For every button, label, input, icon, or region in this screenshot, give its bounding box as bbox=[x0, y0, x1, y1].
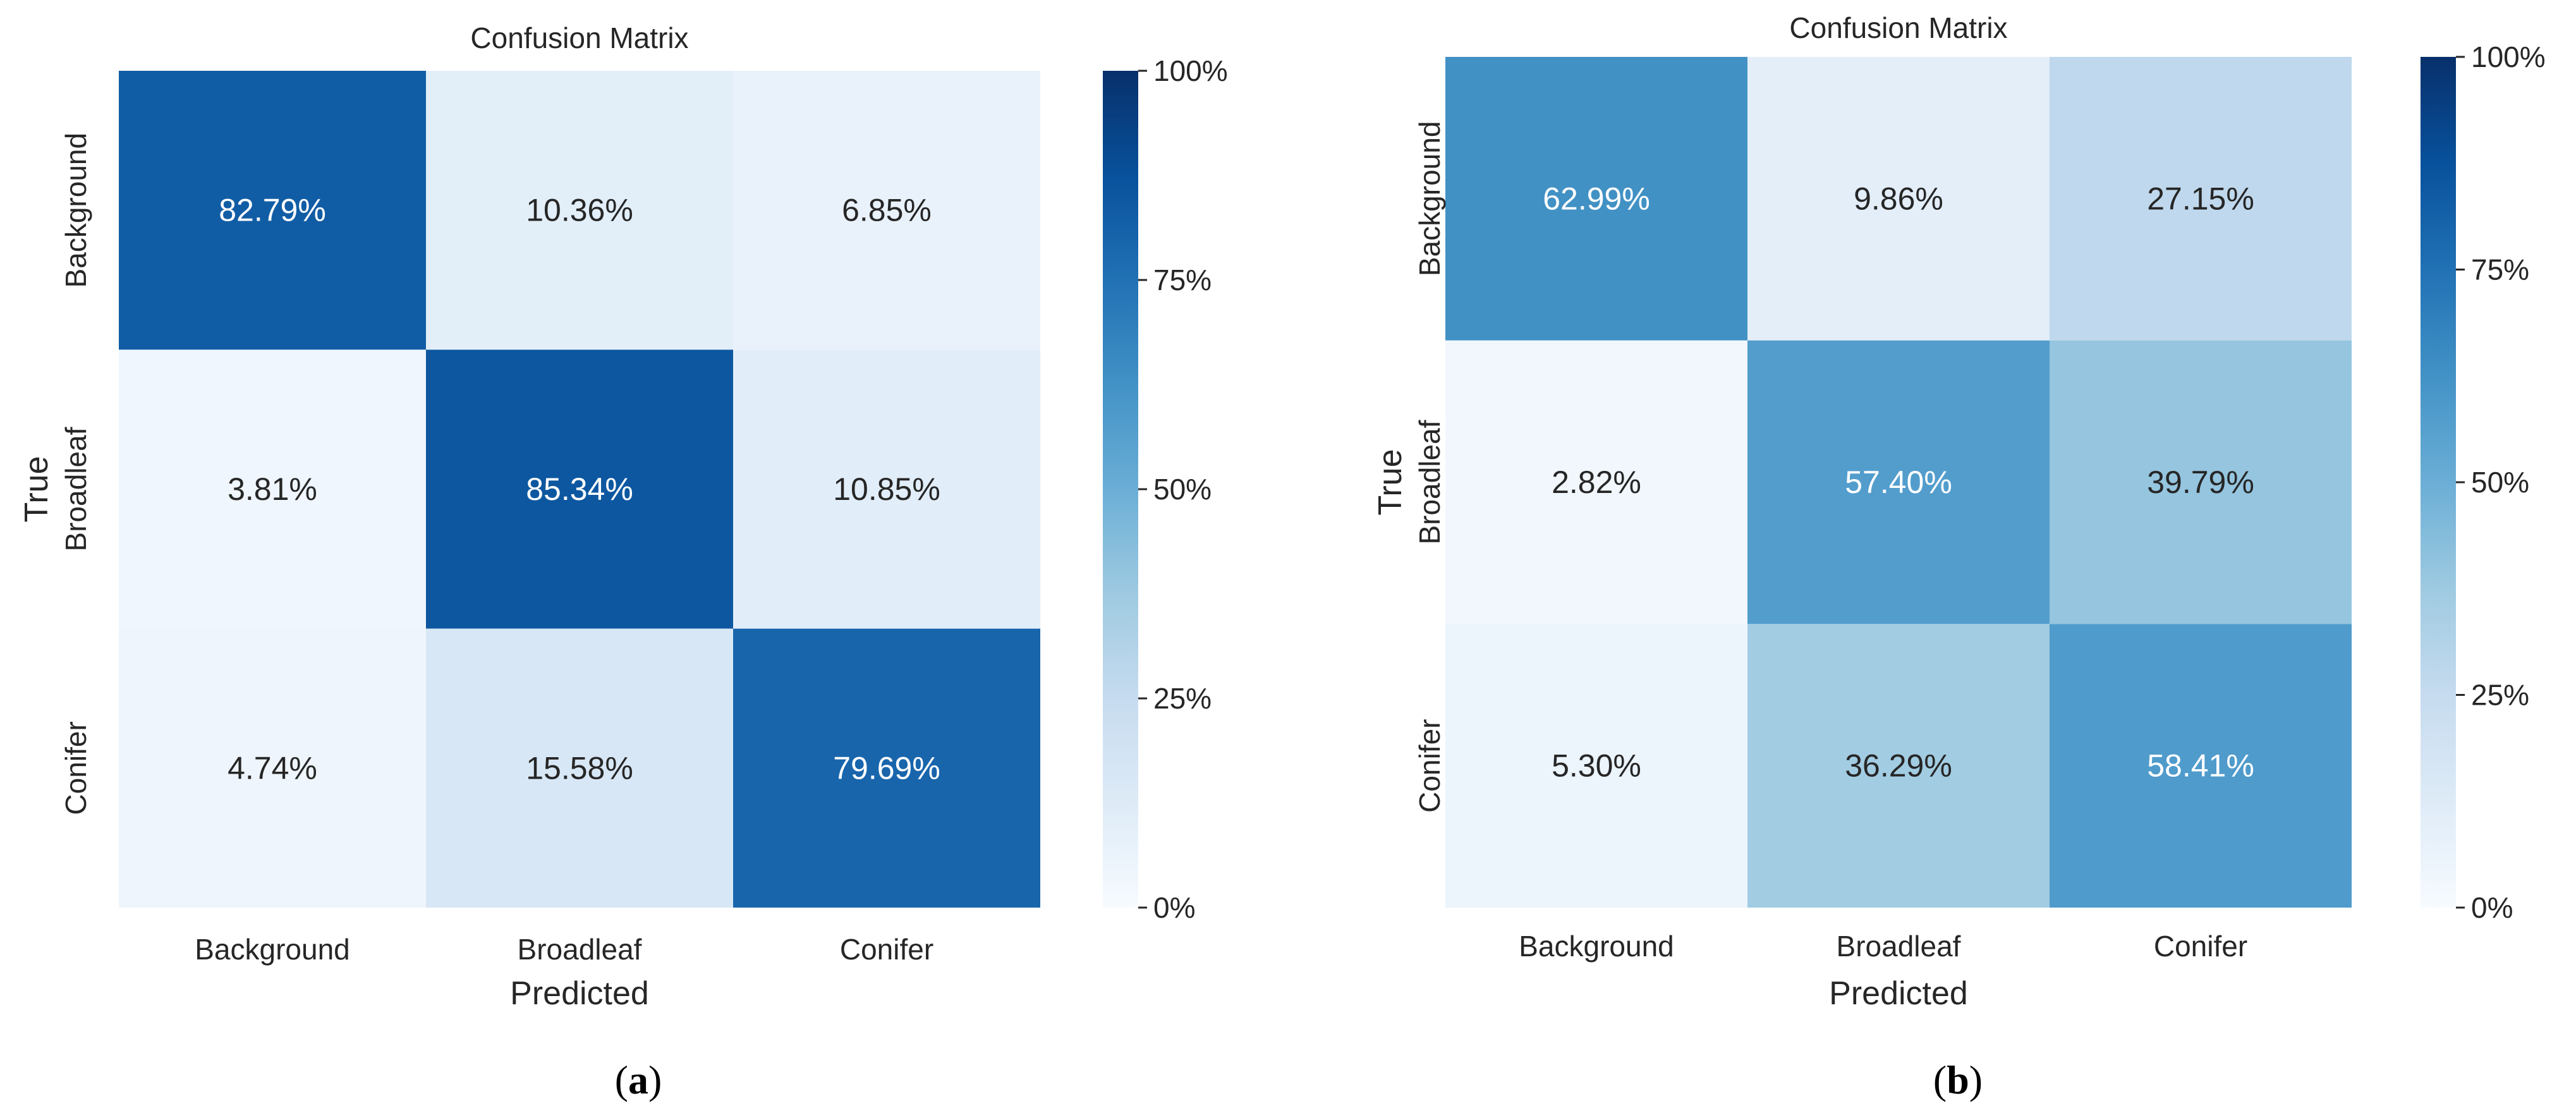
y-tick-label: Background bbox=[59, 133, 92, 288]
heatmap-cell bbox=[1445, 624, 1747, 908]
colorbar-tick-label: 0% bbox=[2471, 891, 2513, 924]
cell-value-label: 10.36% bbox=[526, 193, 633, 228]
panel-a: Confusion Matrix 82.79% 10.36% 6.85% 3.81% 85… bbox=[18, 21, 1228, 1102]
heatmap-cell bbox=[2050, 340, 2352, 624]
x-tick-label: Broadleaf bbox=[1837, 930, 1961, 963]
heatmap-cell bbox=[119, 71, 426, 350]
heatmap-cell bbox=[733, 71, 1040, 350]
cell-value-label: 15.58% bbox=[526, 750, 633, 786]
colorbar-tick-label: 25% bbox=[2471, 679, 2529, 712]
cell-value-label: 58.41% bbox=[2147, 748, 2254, 784]
heatmap-cell bbox=[426, 350, 733, 629]
x-tick-label: Background bbox=[195, 933, 350, 966]
colorbar-tick-label: 0% bbox=[1153, 891, 1195, 924]
heatmap-cell bbox=[2050, 624, 2352, 908]
cell-value-label: 4.74% bbox=[228, 750, 317, 786]
colorbar-tick-label: 100% bbox=[1153, 54, 1228, 87]
y-tick-label: Conifer bbox=[59, 721, 92, 815]
heatmap-cell bbox=[733, 350, 1040, 629]
cell-value-label: 5.30% bbox=[1552, 748, 1641, 784]
heatmap-cell bbox=[733, 628, 1040, 908]
cell-value-label: 39.79% bbox=[2147, 465, 2254, 500]
x-axis-label: Predicted bbox=[1829, 975, 1968, 1012]
x-tick-label: Conifer bbox=[840, 933, 933, 966]
x-tick-label: Conifer bbox=[2154, 930, 2247, 963]
y-tick-label: Conifer bbox=[1413, 719, 1446, 813]
heatmap-cell bbox=[1445, 57, 1747, 341]
cell-value-label: 82.79% bbox=[219, 193, 326, 228]
cell-value-label: 6.85% bbox=[842, 193, 932, 228]
colorbar-tick-label: 50% bbox=[1153, 473, 1212, 506]
colorbar-tick-label: 75% bbox=[2471, 253, 2529, 286]
heatmap-cell bbox=[1747, 624, 2050, 908]
chart-title: Confusion Matrix bbox=[1789, 11, 2007, 44]
y-tick-label: Broadleaf bbox=[59, 427, 92, 551]
cell-value-label: 2.82% bbox=[1552, 465, 1641, 500]
cell-value-label: 9.86% bbox=[1854, 181, 1943, 216]
heatmap-cell bbox=[1445, 340, 1747, 624]
panel-b: Confusion Matrix 62.99% 9.86% 27.15% 2.82% 57… bbox=[1372, 11, 2546, 1102]
heatmap-cell bbox=[119, 350, 426, 629]
colorbar-tick-label: 75% bbox=[1153, 264, 1212, 296]
heatmap-cell bbox=[426, 71, 733, 350]
colorbar-tick-label: 50% bbox=[2471, 466, 2529, 499]
cell-value-label: 62.99% bbox=[1543, 181, 1650, 216]
cell-value-label: 27.15% bbox=[2147, 181, 2254, 216]
cell-value-label: 57.40% bbox=[1845, 465, 1952, 500]
x-tick-label: Background bbox=[1519, 930, 1674, 963]
heatmap-cell bbox=[1747, 340, 2050, 624]
y-tick-label: Background bbox=[1413, 121, 1446, 277]
colorbar bbox=[2421, 57, 2456, 908]
colorbar-tick-label: 100% bbox=[2471, 40, 2546, 73]
y-axis-label: True bbox=[18, 456, 55, 523]
panel-caption: (a) bbox=[615, 1057, 662, 1102]
cell-value-label: 10.85% bbox=[833, 471, 940, 507]
x-tick-label: Broadleaf bbox=[518, 933, 642, 966]
y-axis-label: True bbox=[1372, 449, 1409, 516]
x-axis-label: Predicted bbox=[510, 975, 649, 1012]
cell-value-label: 79.69% bbox=[833, 750, 940, 786]
chart-title: Confusion Matrix bbox=[470, 21, 688, 54]
cell-value-label: 85.34% bbox=[526, 471, 633, 507]
heatmap-cell bbox=[426, 628, 733, 908]
heatmap-cell bbox=[1747, 57, 2050, 341]
cell-value-label: 3.81% bbox=[228, 471, 317, 507]
colorbar-tick-label: 25% bbox=[1153, 682, 1212, 715]
heatmap-cell bbox=[119, 628, 426, 908]
panel-caption: (b) bbox=[1933, 1057, 1983, 1102]
heatmap-cell bbox=[2050, 57, 2352, 341]
y-tick-label: Broadleaf bbox=[1413, 420, 1446, 544]
cell-value-label: 36.29% bbox=[1845, 748, 1952, 784]
colorbar bbox=[1103, 71, 1138, 908]
